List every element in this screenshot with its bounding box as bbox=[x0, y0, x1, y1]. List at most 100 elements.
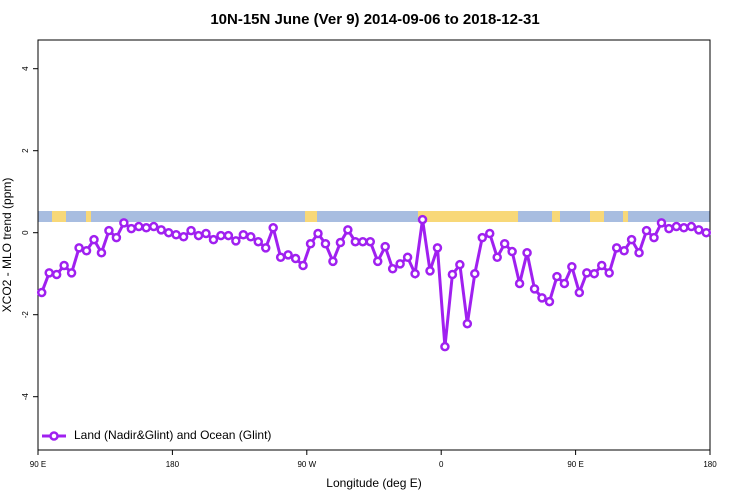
point bbox=[537, 293, 547, 303]
point bbox=[119, 218, 129, 228]
point bbox=[59, 260, 69, 271]
y-tick-label: -4 bbox=[21, 393, 30, 401]
chart-title: 10N-15N June (Ver 9) 2014-09-06 to 2018-… bbox=[210, 11, 539, 28]
point bbox=[596, 260, 607, 271]
point bbox=[253, 236, 264, 247]
point bbox=[81, 245, 92, 256]
point bbox=[492, 252, 502, 263]
point bbox=[611, 243, 622, 253]
point bbox=[365, 236, 376, 247]
point bbox=[268, 223, 278, 233]
series-line bbox=[40, 219, 707, 347]
point bbox=[634, 248, 644, 258]
point bbox=[111, 232, 122, 243]
point bbox=[432, 243, 443, 253]
point bbox=[216, 230, 226, 241]
point bbox=[313, 228, 323, 239]
point bbox=[298, 260, 308, 271]
point bbox=[89, 234, 99, 245]
point bbox=[514, 278, 525, 289]
point bbox=[36, 287, 47, 298]
point bbox=[455, 259, 465, 270]
y-axis-label: XCO2 - MLO trend (ppm) bbox=[0, 178, 14, 313]
point bbox=[387, 264, 398, 274]
point bbox=[552, 271, 562, 282]
point bbox=[148, 221, 159, 232]
point bbox=[350, 236, 361, 247]
point bbox=[126, 223, 137, 234]
point bbox=[447, 269, 458, 280]
point bbox=[275, 252, 286, 263]
point bbox=[238, 230, 249, 240]
point bbox=[246, 232, 256, 242]
point bbox=[44, 268, 54, 278]
point bbox=[425, 266, 435, 276]
point bbox=[156, 225, 166, 235]
point bbox=[283, 250, 293, 260]
point bbox=[664, 223, 674, 234]
y-tick-label: 0 bbox=[21, 230, 30, 235]
x-tick-label: 90 E bbox=[567, 460, 583, 469]
point bbox=[402, 252, 413, 263]
point bbox=[694, 225, 704, 235]
y-tick-label: -2 bbox=[21, 311, 30, 319]
point bbox=[544, 296, 555, 307]
point bbox=[134, 221, 144, 232]
point bbox=[679, 223, 689, 233]
point bbox=[499, 239, 510, 249]
y-tick-label: 2 bbox=[21, 148, 30, 153]
x-tick-label: 180 bbox=[703, 460, 717, 469]
point bbox=[417, 214, 428, 225]
point bbox=[470, 268, 480, 279]
point bbox=[66, 268, 77, 278]
x-tick-label: 0 bbox=[439, 460, 444, 469]
point bbox=[649, 232, 659, 243]
point bbox=[686, 221, 697, 232]
point bbox=[320, 239, 331, 249]
point bbox=[171, 230, 181, 240]
point bbox=[440, 341, 450, 352]
point bbox=[328, 256, 338, 267]
point bbox=[619, 245, 629, 256]
point bbox=[141, 223, 152, 233]
point bbox=[358, 236, 368, 247]
point bbox=[626, 234, 637, 245]
point bbox=[477, 232, 488, 243]
point bbox=[567, 261, 577, 272]
plot-frame bbox=[37, 39, 711, 451]
point bbox=[380, 241, 390, 252]
point bbox=[522, 248, 532, 258]
point bbox=[51, 269, 62, 280]
point bbox=[335, 237, 346, 248]
point bbox=[208, 234, 219, 245]
point bbox=[163, 227, 174, 238]
point bbox=[74, 243, 84, 253]
point bbox=[589, 268, 600, 279]
point bbox=[186, 225, 196, 236]
point bbox=[260, 243, 271, 253]
point bbox=[372, 256, 383, 267]
point bbox=[201, 228, 211, 239]
point bbox=[529, 284, 540, 294]
point bbox=[604, 268, 614, 278]
point bbox=[290, 253, 301, 264]
x-tick-label: 90 E bbox=[30, 460, 46, 469]
point bbox=[641, 225, 652, 236]
x-axis-label: Longitude (deg E) bbox=[326, 476, 421, 490]
point bbox=[582, 268, 592, 278]
point bbox=[96, 248, 107, 258]
x-tick-label: 90 W bbox=[297, 460, 316, 469]
point bbox=[484, 228, 495, 239]
point bbox=[343, 225, 353, 235]
point bbox=[462, 318, 473, 329]
point bbox=[701, 227, 712, 238]
point bbox=[305, 239, 316, 249]
point bbox=[178, 232, 189, 242]
point bbox=[559, 278, 570, 289]
map-strip bbox=[38, 211, 710, 222]
point bbox=[104, 225, 114, 236]
point bbox=[223, 230, 234, 241]
point bbox=[671, 221, 682, 232]
point bbox=[410, 268, 420, 279]
